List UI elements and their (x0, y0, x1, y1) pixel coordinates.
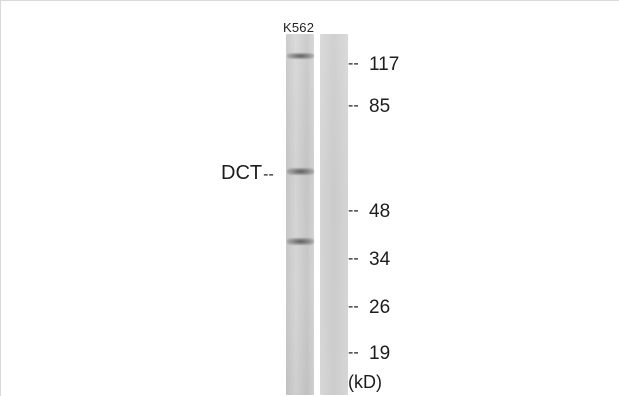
sample-lane (286, 34, 314, 395)
marker-85: -- 85 (348, 97, 390, 116)
dct-band (287, 168, 314, 175)
sample-label: K562 (283, 20, 315, 35)
marker-34-value: 34 (369, 249, 391, 270)
band-117 (287, 53, 314, 59)
marker-19-value: 19 (369, 343, 391, 364)
control-lane (320, 34, 348, 395)
marker-dash: -- (348, 298, 359, 315)
marker-85-value: 85 (369, 96, 391, 117)
band-40 (287, 238, 314, 245)
unit-label: (kD) (348, 372, 382, 392)
marker-117: -- 117 (348, 55, 399, 74)
dct-text: DCT (221, 162, 263, 184)
marker-48: -- 48 (348, 202, 390, 221)
marker-34: -- 34 (348, 250, 390, 269)
marker-117-value: 117 (369, 54, 400, 75)
marker-dash: -- (348, 55, 359, 72)
marker-dash: -- (348, 97, 359, 114)
dct-dash: -- (263, 166, 274, 183)
dct-label: DCT-- (221, 162, 274, 185)
marker-dash: -- (348, 344, 359, 361)
marker-26: -- 26 (348, 298, 390, 317)
marker-19: -- 19 (348, 344, 390, 363)
marker-48-value: 48 (369, 201, 391, 222)
marker-dash: -- (348, 250, 359, 267)
marker-dash: -- (348, 202, 359, 219)
marker-26-value: 26 (369, 297, 391, 318)
